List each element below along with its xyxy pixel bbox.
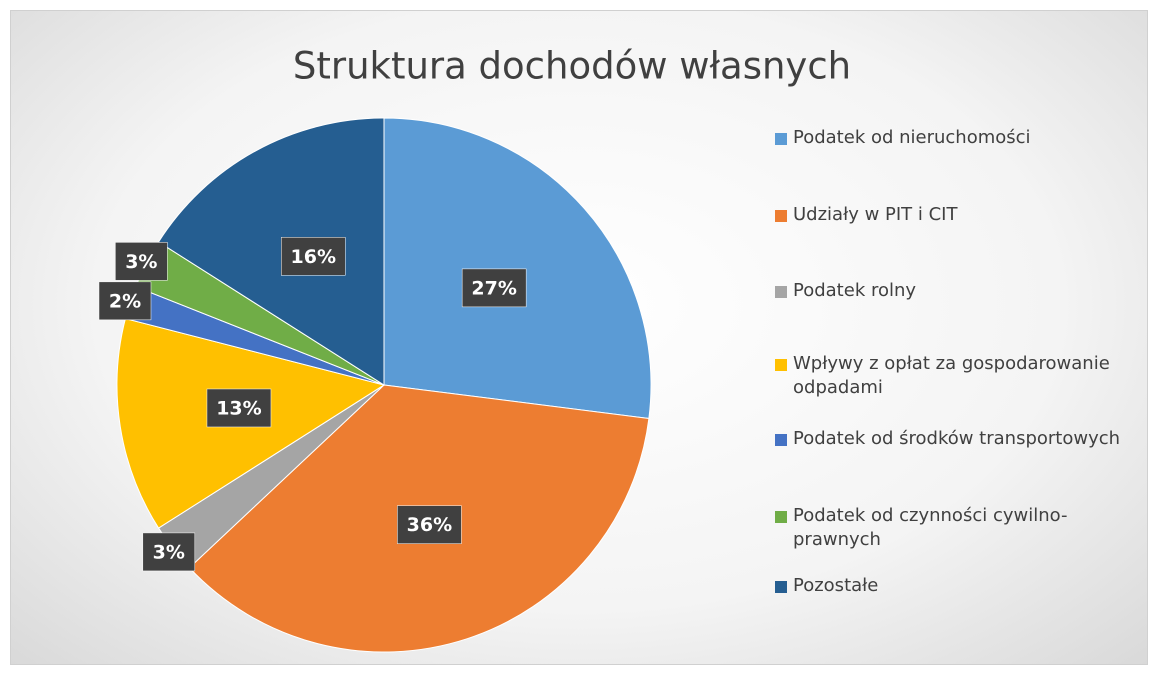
data-label: 3% (153, 541, 185, 563)
legend-label: Wpływy z opłat za gospodarowanie odpadam… (793, 353, 1110, 398)
legend-swatch (775, 434, 787, 446)
legend-entry: Pozostałe (775, 574, 1150, 598)
legend-label: Pozostałe (793, 575, 879, 596)
legend-swatch (775, 359, 787, 371)
legend-entry: Wpływy z opłat za gospodarowanie odpadam… (775, 352, 1150, 400)
legend-entry: Udziały w PIT i CIT (775, 203, 1150, 227)
data-label: 27% (471, 277, 516, 299)
legend-label: Udziały w PIT i CIT (793, 204, 958, 225)
data-label: 3% (125, 251, 157, 273)
data-label-box (142, 532, 196, 572)
legend-label: Podatek rolny (793, 280, 917, 301)
data-label-box (397, 505, 462, 544)
data-label-box (206, 388, 272, 428)
legend-swatch (775, 133, 787, 145)
legend-label: Podatek od czynności cywilno-prawnych (793, 505, 1068, 550)
legend-label: Podatek od nieruchomości (793, 127, 1031, 148)
pie-slice (383, 117, 652, 420)
data-label-box (281, 237, 346, 276)
legend-entry: Podatek od nieruchomości (775, 126, 1150, 150)
data-label: 16% (291, 246, 336, 268)
data-label: 36% (407, 514, 452, 536)
legend-label: Podatek od środków transportowych (793, 428, 1121, 449)
pie-slice (157, 117, 385, 386)
legend-swatch (775, 511, 787, 523)
legend-entry: Podatek od czynności cywilno-prawnych (775, 504, 1150, 552)
legend-entry: Podatek od środków transportowych (775, 427, 1150, 451)
legend-entry: Podatek rolny (775, 279, 1150, 303)
legend-swatch (775, 210, 787, 222)
data-label: 2% (109, 290, 141, 312)
chart-title: Struktura dochodów własnych (293, 45, 851, 88)
data-label-box (98, 281, 152, 321)
legend-swatch (775, 286, 787, 298)
data-label-box (115, 242, 168, 281)
legend-swatch (775, 581, 787, 593)
data-label-box (461, 268, 527, 308)
data-label: 13% (216, 397, 261, 419)
